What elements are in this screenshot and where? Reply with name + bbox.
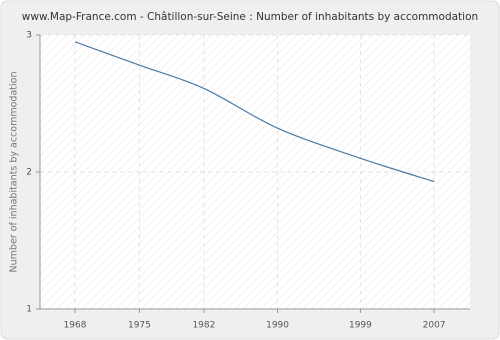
line [74, 41, 435, 183]
y-axis-title: Number of inhabitants by accommodation [9, 72, 20, 273]
chart-title: www.Map-France.com - Châtillon-sur-Seine… [22, 11, 478, 23]
y-tick-label: 1 [26, 305, 32, 315]
x-tick-label: 1982 [192, 321, 215, 331]
plot-area [40, 35, 470, 309]
y-tick-label: 2 [26, 168, 32, 178]
x-tick-label: 1990 [266, 321, 289, 331]
x-tick-label: 1999 [349, 321, 372, 331]
x-tick-label: 2007 [423, 321, 446, 331]
x-tick-label: 1975 [128, 321, 151, 331]
x-tick-label: 1968 [64, 321, 87, 331]
y-tick-label: 3 [26, 31, 32, 41]
